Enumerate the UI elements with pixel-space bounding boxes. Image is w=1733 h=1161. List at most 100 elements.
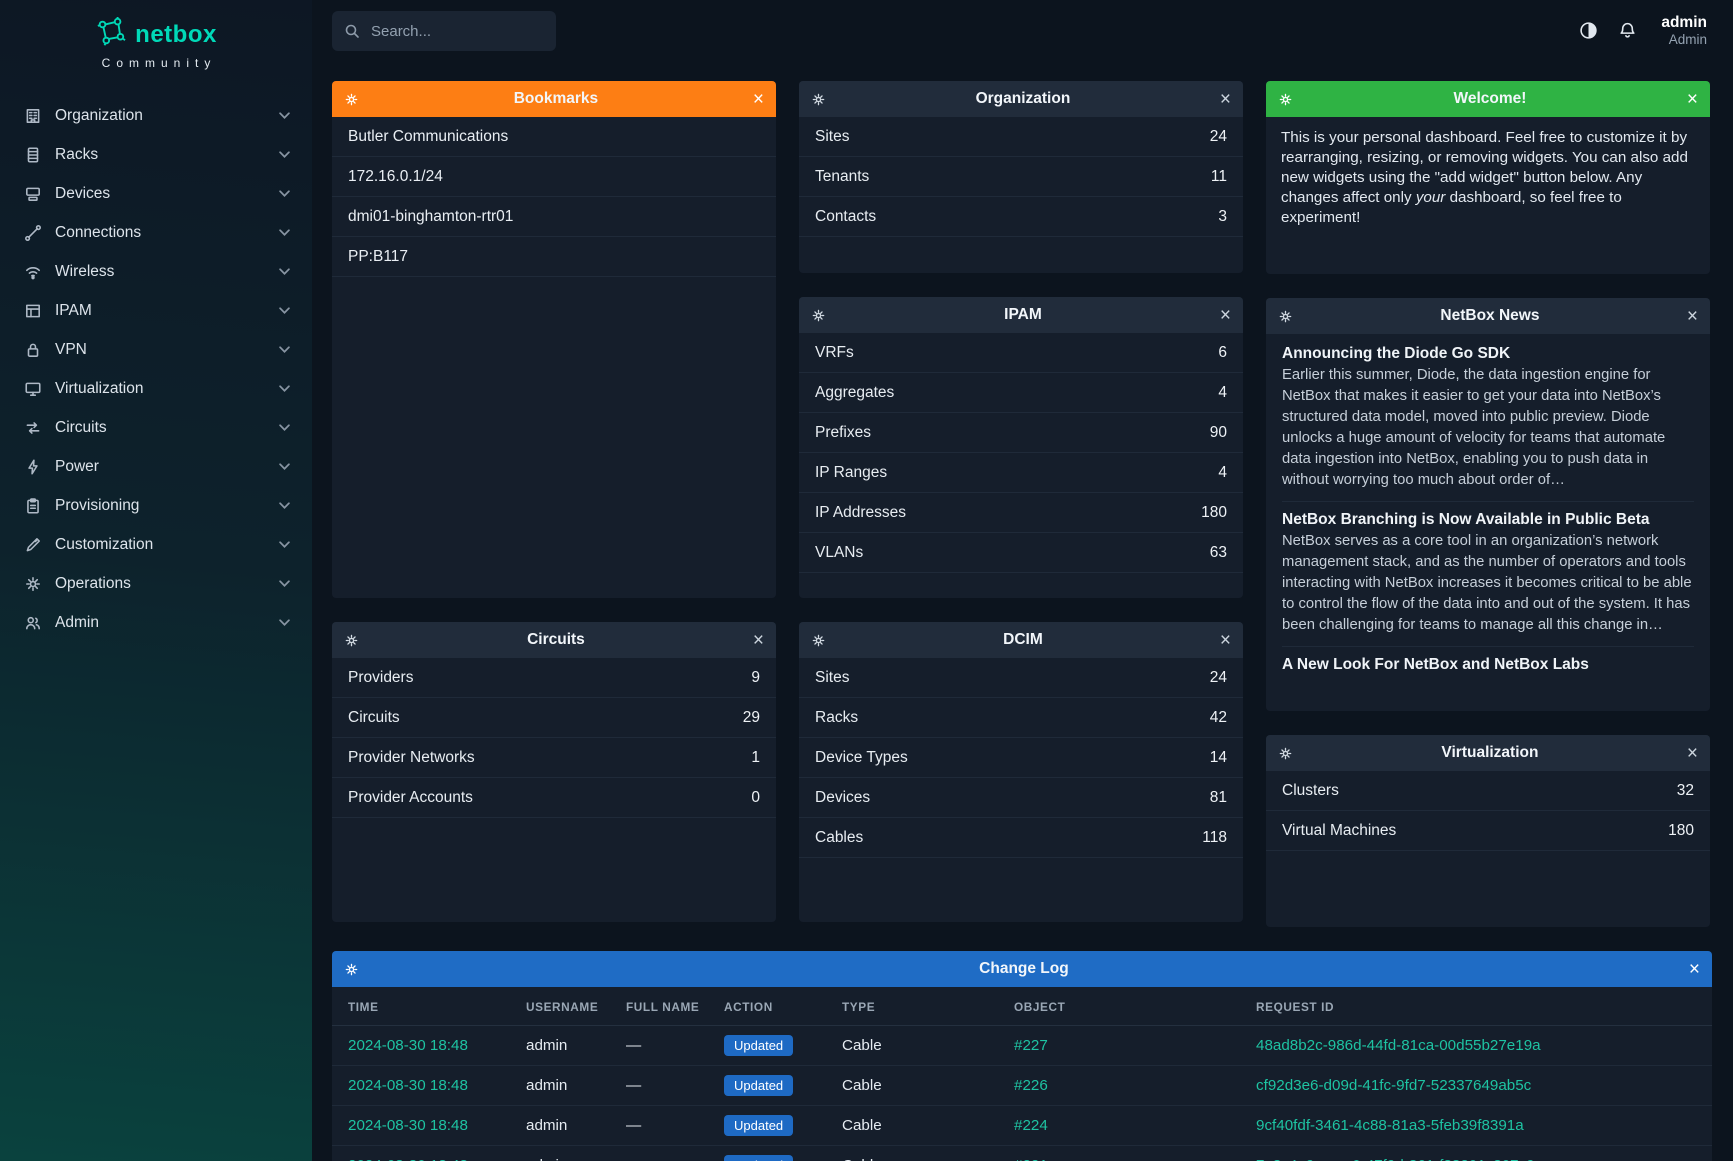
object-link[interactable]: #224	[1014, 1117, 1048, 1134]
bookmark-link[interactable]: dmi01-binghamton-rtr01	[332, 197, 776, 237]
widget-change-log: Change Log × TIME USERNAME FULL NAME ACT…	[332, 951, 1712, 1161]
news-article-summary: Earlier this summer, Diode, the data ing…	[1282, 365, 1694, 491]
widget-title: Virtualization	[1293, 744, 1687, 762]
widget-config-gear-icon[interactable]	[1278, 92, 1293, 107]
widget-close-icon[interactable]: ×	[1220, 631, 1231, 650]
widget-close-icon[interactable]: ×	[753, 90, 764, 109]
bookmark-link[interactable]: 172.16.0.1/24	[332, 157, 776, 197]
user-menu[interactable]: admin Admin	[1661, 14, 1707, 47]
sidebar-item-wireless[interactable]: Wireless	[0, 252, 312, 291]
news-article-link[interactable]: Announcing the Diode Go SDK	[1282, 345, 1694, 363]
widget-close-icon[interactable]: ×	[1687, 90, 1698, 109]
sidebar-item-racks[interactable]: Racks	[0, 135, 312, 174]
widget-config-gear-icon[interactable]	[811, 92, 826, 107]
stat-link[interactable]: Provider Accounts	[348, 789, 473, 807]
request-id-link[interactable]: cf92d3e6-d09d-41fc-9fd7-52337649ab5c	[1256, 1077, 1531, 1094]
rack-icon	[24, 146, 42, 164]
brand-logo[interactable]: netbox Community	[0, 0, 312, 70]
request-id-link[interactable]: 7a3c4a9c-aaa0-47f9-b861-f88201c807c9	[1256, 1157, 1535, 1161]
stat-link[interactable]: Sites	[815, 669, 849, 687]
stat-link[interactable]: IP Addresses	[815, 504, 906, 522]
stat-link[interactable]: IP Ranges	[815, 464, 887, 482]
stat-link[interactable]: Cables	[815, 829, 863, 847]
stat-link[interactable]: Device Types	[815, 749, 908, 767]
widget-config-gear-icon[interactable]	[1278, 309, 1293, 324]
table-row: 2024-08-30 18:48 admin — Updated Cable #…	[332, 1106, 1712, 1146]
object-link[interactable]: #227	[1014, 1037, 1048, 1054]
widget-config-gear-icon[interactable]	[1278, 746, 1293, 761]
chevron-down-icon	[279, 541, 290, 548]
stat-link[interactable]: Providers	[348, 669, 413, 687]
sidebar-item-devices[interactable]: Devices	[0, 174, 312, 213]
stat-link[interactable]: Prefixes	[815, 424, 871, 442]
sidebar-item-vpn[interactable]: VPN	[0, 330, 312, 369]
widget-config-gear-icon[interactable]	[344, 962, 359, 977]
change-type: Cable	[834, 1106, 1006, 1146]
sidebar-item-ipam[interactable]: IPAM	[0, 291, 312, 330]
widget-close-icon[interactable]: ×	[1687, 307, 1698, 326]
column-header: OBJECT	[1006, 987, 1248, 1026]
stat-link[interactable]: Provider Networks	[348, 749, 475, 767]
bookmark-link[interactable]: PP:B117	[332, 237, 776, 277]
stat-link[interactable]: Virtual Machines	[1282, 822, 1396, 840]
news-article-link[interactable]: NetBox Branching is Now Available in Pub…	[1282, 511, 1694, 529]
chevron-down-icon	[279, 502, 290, 509]
stat-link[interactable]: Tenants	[815, 168, 869, 186]
widget-config-gear-icon[interactable]	[811, 633, 826, 648]
widget-close-icon[interactable]: ×	[1220, 90, 1231, 109]
object-link[interactable]: #226	[1014, 1077, 1048, 1094]
search-input[interactable]	[369, 22, 529, 41]
stat-link[interactable]: Contacts	[815, 208, 876, 226]
sidebar-item-power[interactable]: Power	[0, 447, 312, 486]
widget-close-icon[interactable]: ×	[1687, 744, 1698, 763]
change-username: admin	[518, 1146, 618, 1161]
stat-link[interactable]: VLANs	[815, 544, 863, 562]
request-id-link[interactable]: 9cf40fdf-3461-4c88-81a3-5feb39f8391a	[1256, 1117, 1524, 1134]
sidebar-item-customization[interactable]: Customization	[0, 525, 312, 564]
stat-row: Tenants11	[799, 157, 1243, 197]
stat-link[interactable]: Sites	[815, 128, 849, 146]
sidebar-item-connections[interactable]: Connections	[0, 213, 312, 252]
widget-close-icon[interactable]: ×	[753, 631, 764, 650]
bookmark-link[interactable]: Butler Communications	[332, 117, 776, 157]
ipam-table-icon	[24, 302, 42, 320]
stat-link[interactable]: Circuits	[348, 709, 400, 727]
change-time-link[interactable]: 2024-08-30 18:48	[348, 1117, 468, 1134]
stat-link[interactable]: Aggregates	[815, 384, 894, 402]
sidebar-item-label: VPN	[55, 341, 87, 359]
stat-row: Clusters32	[1266, 771, 1710, 811]
stat-link[interactable]: Clusters	[1282, 782, 1339, 800]
notifications-bell-icon[interactable]	[1618, 21, 1637, 40]
sidebar-item-operations[interactable]: Operations	[0, 564, 312, 603]
sidebar-item-organization[interactable]: Organization	[0, 96, 312, 135]
widget-config-gear-icon[interactable]	[811, 308, 826, 323]
search-box[interactable]	[332, 11, 556, 51]
widget-ipam: IPAM × VRFs6 Aggregates4 Prefixes90 IP R…	[799, 297, 1243, 598]
stat-link[interactable]: VRFs	[815, 344, 854, 362]
sidebar-item-admin[interactable]: Admin	[0, 603, 312, 642]
widget-header: Organization ×	[799, 81, 1243, 117]
stat-link[interactable]: Devices	[815, 789, 870, 807]
sidebar-item-circuits[interactable]: Circuits	[0, 408, 312, 447]
sidebar-item-provisioning[interactable]: Provisioning	[0, 486, 312, 525]
object-link[interactable]: #221	[1014, 1157, 1048, 1161]
bolt-icon	[24, 458, 42, 476]
widget-close-icon[interactable]: ×	[1220, 306, 1231, 325]
stat-value: 4	[1218, 384, 1227, 402]
sidebar-item-label: Connections	[55, 224, 141, 242]
change-time-link[interactable]: 2024-08-30 18:48	[348, 1077, 468, 1094]
change-time-link[interactable]: 2024-08-30 18:48	[348, 1037, 468, 1054]
widget-config-gear-icon[interactable]	[344, 633, 359, 648]
change-time-link[interactable]: 2024-08-30 18:43	[348, 1157, 468, 1161]
news-article-link[interactable]: A New Look For NetBox and NetBox Labs	[1282, 656, 1694, 674]
widget-close-icon[interactable]: ×	[1689, 960, 1700, 979]
widget-title: Circuits	[359, 631, 753, 649]
stat-link[interactable]: Racks	[815, 709, 858, 727]
theme-toggle-icon[interactable]	[1579, 21, 1598, 40]
chevron-down-icon	[279, 385, 290, 392]
request-id-link[interactable]: 48ad8b2c-986d-44fd-81ca-00d55b27e19a	[1256, 1037, 1541, 1054]
sidebar-item-virtualization[interactable]: Virtualization	[0, 369, 312, 408]
change-fullname: —	[618, 1146, 716, 1161]
table-row: 2024-08-30 18:48 admin — Updated Cable #…	[332, 1026, 1712, 1066]
widget-config-gear-icon[interactable]	[344, 92, 359, 107]
